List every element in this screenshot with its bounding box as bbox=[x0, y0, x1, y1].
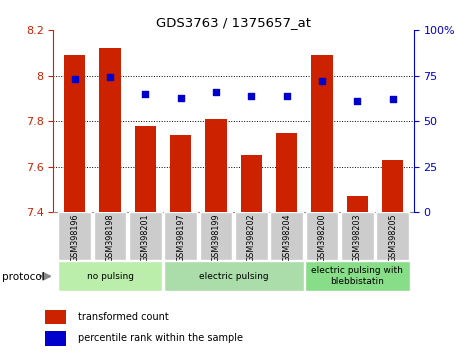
Bar bbox=[58, 261, 162, 291]
Point bbox=[177, 95, 185, 101]
Text: GSM398203: GSM398203 bbox=[353, 214, 362, 262]
Text: GSM398202: GSM398202 bbox=[247, 214, 256, 262]
Bar bbox=[46, 309, 66, 324]
Text: GSM398197: GSM398197 bbox=[176, 214, 185, 262]
Bar bbox=[94, 212, 126, 260]
Bar bbox=[347, 196, 368, 212]
Bar bbox=[64, 55, 85, 212]
Bar bbox=[382, 160, 403, 212]
Point bbox=[142, 91, 149, 97]
Bar bbox=[100, 48, 120, 212]
Title: GDS3763 / 1375657_at: GDS3763 / 1375657_at bbox=[156, 16, 311, 29]
Text: percentile rank within the sample: percentile rank within the sample bbox=[78, 333, 243, 343]
Point bbox=[106, 75, 114, 80]
Text: electric pulsing with
blebbistatin: electric pulsing with blebbistatin bbox=[312, 267, 403, 286]
Bar bbox=[165, 212, 197, 260]
Bar bbox=[59, 212, 91, 260]
Bar bbox=[376, 212, 409, 260]
Point bbox=[213, 89, 220, 95]
Point bbox=[71, 76, 79, 82]
Text: protocol: protocol bbox=[2, 272, 45, 282]
Text: GSM398205: GSM398205 bbox=[388, 214, 397, 262]
Text: no pulsing: no pulsing bbox=[86, 272, 133, 281]
Text: transformed count: transformed count bbox=[78, 312, 169, 322]
Text: GSM398199: GSM398199 bbox=[212, 214, 220, 262]
Point bbox=[247, 93, 255, 98]
Bar bbox=[341, 212, 373, 260]
Bar bbox=[164, 261, 304, 291]
Point bbox=[283, 93, 290, 98]
Point bbox=[389, 97, 396, 102]
Point bbox=[353, 98, 361, 104]
Bar bbox=[276, 133, 297, 212]
Text: electric pulsing: electric pulsing bbox=[199, 272, 268, 281]
Text: GSM398196: GSM398196 bbox=[70, 214, 79, 262]
Text: GSM398201: GSM398201 bbox=[141, 214, 150, 262]
Bar bbox=[305, 261, 410, 291]
Bar bbox=[135, 126, 156, 212]
Text: GSM398198: GSM398198 bbox=[106, 214, 114, 262]
Bar bbox=[306, 212, 338, 260]
Bar bbox=[129, 212, 162, 260]
Bar bbox=[200, 212, 232, 260]
Bar bbox=[271, 212, 303, 260]
Text: GSM398200: GSM398200 bbox=[318, 214, 326, 262]
Bar bbox=[241, 155, 262, 212]
Bar bbox=[235, 212, 267, 260]
Text: GSM398204: GSM398204 bbox=[282, 214, 291, 262]
Point bbox=[318, 78, 325, 84]
Bar bbox=[312, 55, 332, 212]
Bar bbox=[46, 331, 66, 346]
Bar bbox=[170, 135, 191, 212]
Bar bbox=[206, 119, 226, 212]
